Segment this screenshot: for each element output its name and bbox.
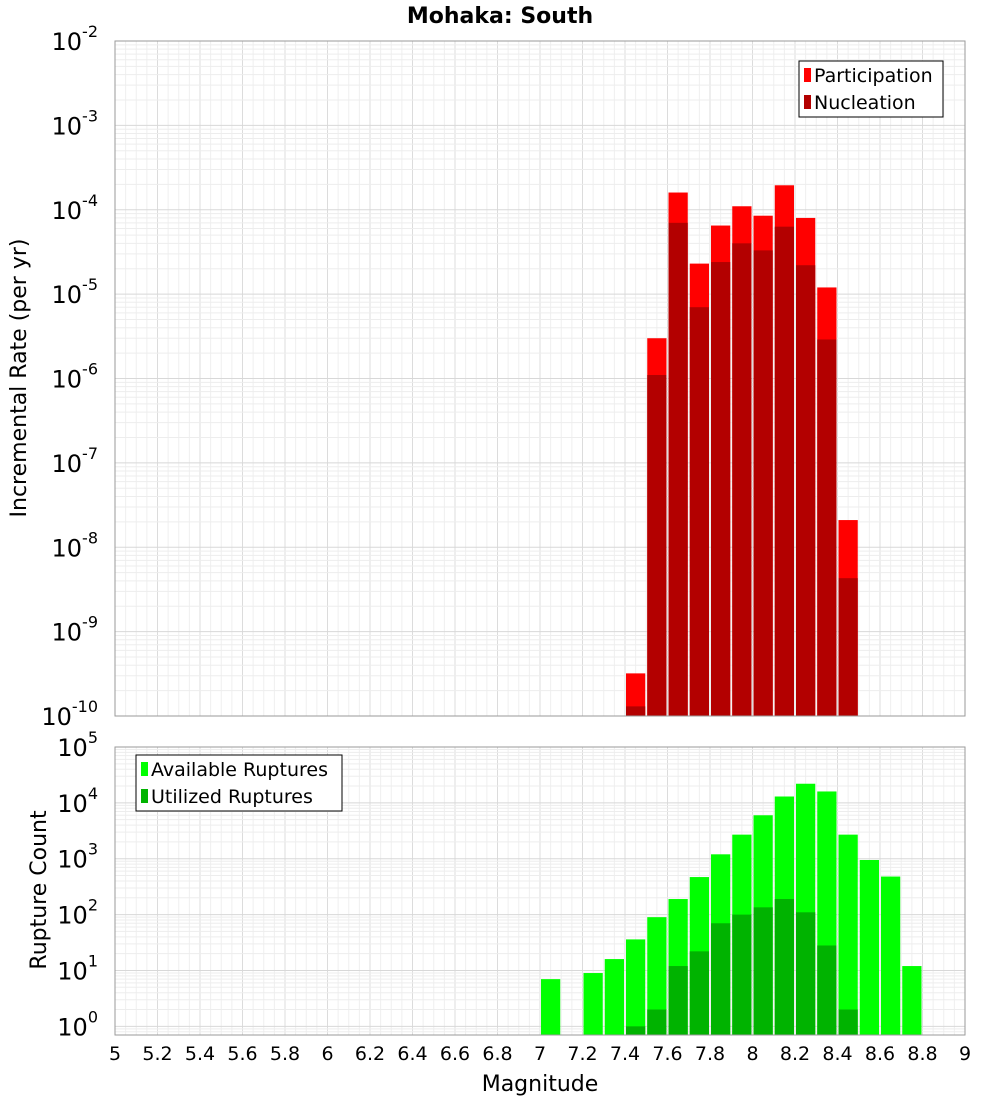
legend-swatch <box>141 789 148 803</box>
x-tick-label: 6 <box>321 1043 333 1065</box>
x-tick-label: 7.6 <box>652 1043 682 1065</box>
bar-utilized-ruptures <box>711 923 731 1035</box>
bar-nucleation <box>626 706 646 716</box>
legend-swatch <box>141 762 148 776</box>
x-tick-label: 7.4 <box>610 1043 640 1065</box>
y-tick-label: 10-4 <box>52 191 99 225</box>
bar-nucleation <box>732 243 752 717</box>
x-tick-label: 8.2 <box>780 1043 810 1065</box>
bar-utilized-ruptures <box>668 966 688 1035</box>
y-tick-label: 10-3 <box>52 106 99 140</box>
bar-nucleation <box>817 339 837 716</box>
y-tick-label: 101 <box>57 951 98 985</box>
bar-nucleation <box>711 262 731 716</box>
x-tick-label: 8.6 <box>865 1043 895 1065</box>
x-tick-label: 5.6 <box>227 1043 257 1065</box>
chart-title: Mohaka: South <box>407 4 593 29</box>
bar-utilized-ruptures <box>838 1009 858 1035</box>
bar-utilized-ruptures <box>817 945 837 1035</box>
bar-nucleation <box>689 307 709 716</box>
bar-available-ruptures <box>647 917 667 1035</box>
y-tick-label: 102 <box>57 896 98 930</box>
y-tick-label: 10-2 <box>52 22 99 56</box>
x-tick-label: 8.8 <box>907 1043 937 1065</box>
legend-box <box>135 754 343 812</box>
bar-available-ruptures <box>838 834 858 1035</box>
plot-frame <box>114 40 966 717</box>
legend-label: Available Ruptures <box>151 759 328 781</box>
legend: Available Ruptures Utilized Ruptures <box>135 754 343 812</box>
panel-bottom: 105 104 103 102 101 100 Available Ruptures Util… <box>57 728 966 1041</box>
legend-label: Nucleation <box>814 92 916 114</box>
legend-swatch <box>804 68 811 82</box>
bar-nucleation <box>753 250 773 717</box>
x-tick-label: 5.8 <box>270 1043 300 1065</box>
bar-utilized-ruptures <box>732 914 752 1035</box>
x-axis-label: Magnitude <box>482 1072 599 1097</box>
bar-nucleation <box>668 222 688 716</box>
x-tick-label: 6.8 <box>482 1043 512 1065</box>
y-tick-label: 10-9 <box>52 613 99 647</box>
bar-available-ruptures <box>881 876 901 1035</box>
y-tick-label: 105 <box>57 728 98 762</box>
bar-utilized-ruptures <box>796 912 816 1035</box>
y-tick-label: 10-5 <box>52 275 99 309</box>
y-tick-label: 103 <box>57 840 98 874</box>
bar-participation <box>626 673 646 716</box>
y-tick-label: 10-7 <box>52 444 99 478</box>
top-y-axis-label: Incremental Rate (per yr) <box>7 239 32 518</box>
y-tick-label: 10-8 <box>52 528 99 562</box>
x-tick-label: 6.2 <box>355 1043 385 1065</box>
bar-utilized-ruptures <box>774 899 794 1035</box>
x-tick-label: 8.4 <box>822 1043 852 1065</box>
bar-nucleation <box>647 375 667 716</box>
bar-nucleation <box>796 265 816 716</box>
bar-nucleation <box>774 226 794 716</box>
bar-utilized-ruptures <box>753 907 773 1035</box>
bottom-y-axis-label: Rupture Count <box>27 810 52 970</box>
x-tick-label: 5.2 <box>142 1043 172 1065</box>
legend-label: Participation <box>814 65 933 87</box>
x-tick-label: 6.6 <box>440 1043 470 1065</box>
bar-nucleation <box>838 578 858 716</box>
legend: Participation Nucleation <box>798 60 944 118</box>
x-tick-label: 7.8 <box>695 1043 725 1065</box>
panel-top: 10-2 10-3 10-4 10-5 10-6 10-7 10-8 10-9 10-10 Par… <box>41 22 966 731</box>
y-tick-label: 10-10 <box>41 697 98 731</box>
bar-available-ruptures <box>902 966 922 1035</box>
bar-available-ruptures <box>583 973 603 1035</box>
bar-utilized-ruptures <box>689 951 709 1035</box>
x-tick-label: 5.4 <box>185 1043 215 1065</box>
bar-available-ruptures <box>604 959 624 1035</box>
bar-utilized-ruptures <box>647 1009 667 1035</box>
plot-frame <box>114 746 966 1036</box>
x-tick-label: 6.4 <box>397 1043 427 1065</box>
bar-utilized-ruptures <box>626 1026 646 1035</box>
y-tick-label: 100 <box>57 1007 98 1041</box>
x-tick-label: 9 <box>959 1043 971 1065</box>
y-tick-label: 104 <box>57 784 98 818</box>
bar-available-ruptures <box>859 859 879 1035</box>
x-tick-label: 7 <box>534 1043 546 1065</box>
legend-swatch <box>804 95 811 109</box>
x-tick-label: 5 <box>109 1043 121 1065</box>
x-tick-label: 7.2 <box>567 1043 597 1065</box>
bar-available-ruptures <box>626 939 646 1035</box>
bar-available-ruptures <box>541 979 561 1035</box>
x-tick-label: 8 <box>746 1043 758 1065</box>
legend-box <box>798 60 944 118</box>
legend-label: Utilized Ruptures <box>151 786 313 808</box>
y-tick-label: 10-6 <box>52 360 99 394</box>
